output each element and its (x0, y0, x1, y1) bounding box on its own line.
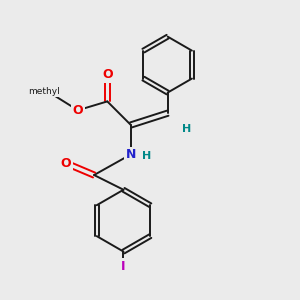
Text: H: H (142, 151, 151, 161)
Text: O: O (102, 68, 112, 81)
Text: N: N (126, 148, 136, 161)
Text: O: O (73, 104, 83, 117)
Text: H: H (182, 124, 191, 134)
Text: O: O (61, 157, 71, 170)
Text: I: I (121, 260, 126, 273)
Text: methyl: methyl (28, 88, 60, 97)
